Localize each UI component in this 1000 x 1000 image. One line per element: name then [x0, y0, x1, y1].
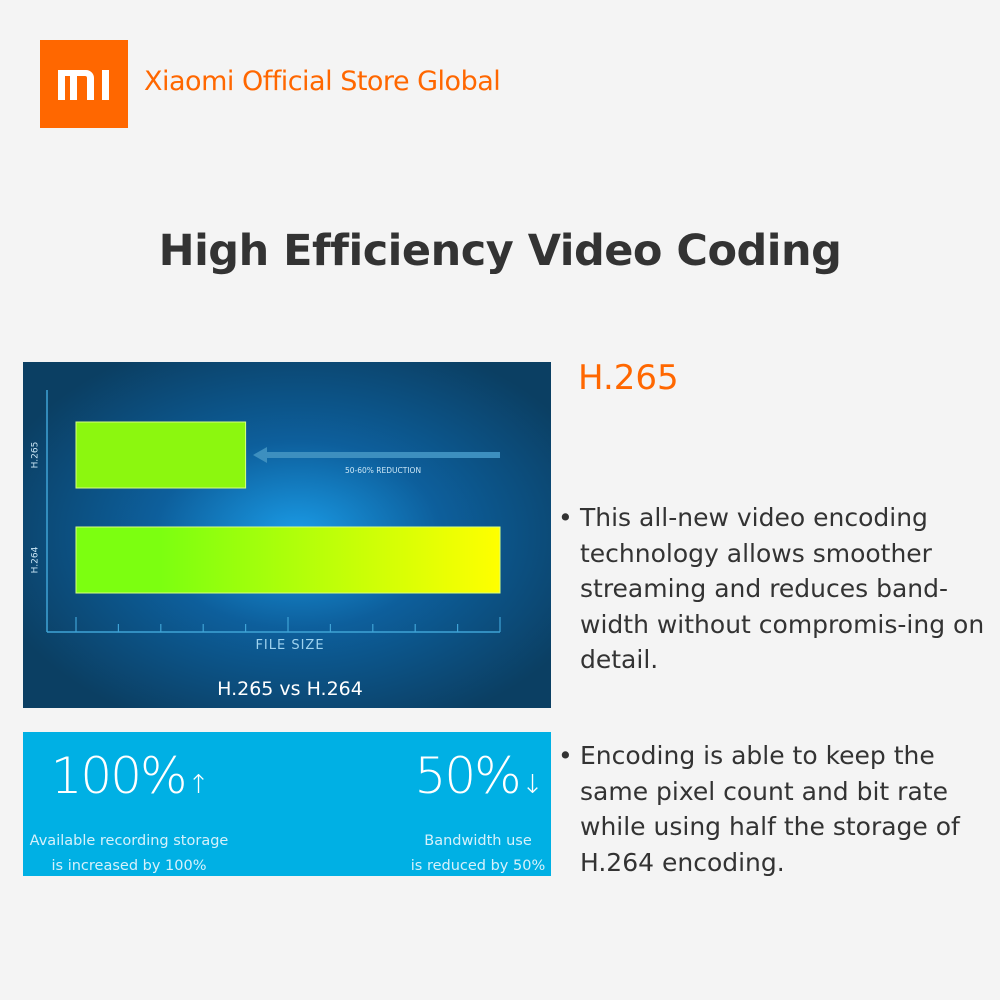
bullet-item: • This all-new video encoding technology… — [558, 500, 1000, 678]
x-axis-label: FILE SIZE — [255, 638, 324, 653]
storage-stat: 100%↑ Available recording storage is incr… — [23, 746, 235, 879]
mi-logo-icon — [58, 70, 109, 100]
arrow-up-icon: ↑ — [187, 770, 210, 800]
bar-h264 — [75, 526, 501, 594]
chart-title: H.265 vs H.264 — [217, 678, 363, 700]
bullet-text: This all-new video encoding technology a… — [580, 503, 985, 674]
storage-value: 100% — [50, 747, 188, 805]
storage-caption-2: is increased by 100% — [51, 858, 207, 874]
brand-name: Xiaomi Official Store Global — [144, 66, 501, 97]
bullet-text: Encoding is able to keep the same pixel … — [580, 741, 960, 877]
y-label-h264: H.264 — [31, 546, 41, 573]
bandwidth-stat: 50%↓ Bandwidth use is reduced by 50% — [395, 746, 561, 879]
bandwidth-value: 50% — [414, 747, 522, 805]
bullet-icon: • — [558, 503, 573, 532]
reduction-label: 50-60% REDUCTION — [345, 466, 421, 475]
bandwidth-caption-1: Bandwidth use — [424, 833, 532, 849]
mi-logo — [40, 40, 128, 128]
y-label-h265: H.265 — [31, 442, 41, 469]
side-title: H.265 — [578, 358, 679, 398]
stats-panel: 100%↑ Available recording storage is incr… — [23, 732, 551, 876]
reduction-arrow-head — [253, 447, 267, 463]
chart-svg: 50-60% REDUCTION H.265 H.264 FILE SIZE H… — [23, 362, 551, 708]
bullet-icon: • — [558, 741, 573, 770]
page-title: High Efficiency Video Coding — [158, 226, 842, 276]
comparison-chart: 50-60% REDUCTION H.265 H.264 FILE SIZE H… — [23, 362, 551, 708]
storage-caption-1: Available recording storage — [29, 833, 229, 849]
bullet-item: • Encoding is able to keep the same pixe… — [558, 738, 1000, 880]
bandwidth-caption-2: is reduced by 50% — [410, 858, 546, 874]
bar-h265 — [75, 421, 247, 489]
arrow-down-icon: ↓ — [521, 770, 544, 800]
